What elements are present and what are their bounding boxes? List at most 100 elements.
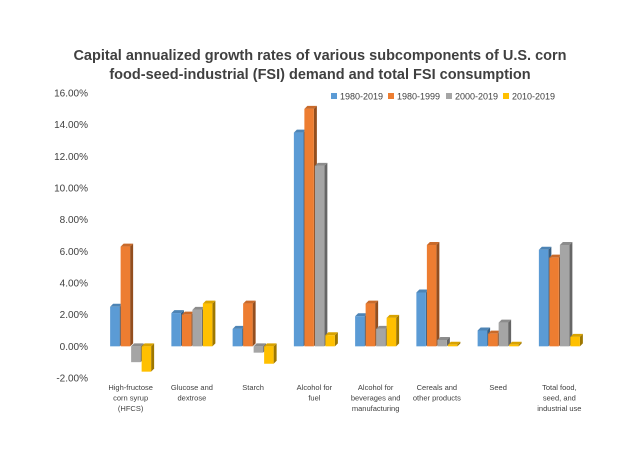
x-category-line: corn syrup <box>113 394 148 403</box>
bar-top <box>365 300 379 304</box>
x-category-line: Alcohol for <box>358 383 394 392</box>
bar-side <box>252 300 256 347</box>
bar-side <box>569 242 573 347</box>
bar-top <box>293 129 307 133</box>
bar <box>243 300 256 347</box>
y-tick-label: 14.00% <box>54 120 88 131</box>
bar-front <box>538 249 549 347</box>
x-category-line: (HFCS) <box>118 404 144 413</box>
bar-top <box>264 343 277 347</box>
bar-top <box>437 337 450 340</box>
bar-side <box>579 333 583 347</box>
y-tick-label: 6.00% <box>60 247 88 258</box>
bar-front <box>488 333 498 347</box>
x-category-line: Total food, <box>542 383 577 392</box>
bar-top <box>192 306 205 310</box>
bar <box>509 341 522 347</box>
y-tick-label: -2.00% <box>56 374 88 385</box>
bar-top <box>488 330 501 334</box>
bar-side <box>457 341 461 347</box>
bar-top <box>477 327 491 331</box>
legend-swatch <box>331 93 337 99</box>
bar-top <box>304 105 317 109</box>
bar-top <box>447 341 461 345</box>
legend-item: 2000-2019 <box>446 92 498 102</box>
bar-front <box>559 245 570 347</box>
bar-side <box>396 314 400 347</box>
bar-front <box>131 346 141 363</box>
bar <box>314 162 328 347</box>
bar-top <box>538 246 552 250</box>
bar-top <box>559 242 573 245</box>
y-axis: -2.00% 0.00% 2.00% 4.00% 6.00% 8.00% 10.00% 12.… <box>54 89 88 385</box>
legend-label: 1980-1999 <box>397 92 440 102</box>
x-category-label: High-fructose corn syrup (HFCS) <box>108 383 153 413</box>
bar-front <box>549 257 559 347</box>
x-category-line: High-fructose <box>108 383 153 392</box>
bar-front <box>232 328 243 347</box>
bar-front <box>202 303 213 347</box>
bar <box>559 242 573 347</box>
bar-side <box>508 319 512 347</box>
bar-top <box>171 310 184 314</box>
x-category-label: Seed <box>489 383 507 392</box>
bar-front <box>120 246 131 347</box>
bar-front <box>192 309 202 347</box>
bar-top <box>314 162 328 166</box>
bar-side <box>324 162 328 347</box>
y-tick-label: 10.00% <box>54 184 88 195</box>
bar-front <box>355 316 365 347</box>
bar <box>264 343 277 364</box>
bar-front <box>325 335 335 347</box>
bar <box>447 341 461 347</box>
y-tick-label: 0.00% <box>60 342 88 353</box>
bar-top <box>549 254 562 258</box>
bar-top <box>141 343 155 347</box>
bar-side <box>334 332 338 347</box>
bar-top <box>120 243 134 247</box>
x-category-line: dextrose <box>177 394 206 403</box>
bar <box>386 314 400 347</box>
bar <box>426 242 440 347</box>
x-category-line: beverages and <box>351 394 401 403</box>
bar-front <box>141 346 152 372</box>
x-category-line: seed, and <box>543 394 576 403</box>
legend-item: 1980-2019 <box>331 92 383 102</box>
bar-front <box>509 344 519 347</box>
bar-top <box>325 332 338 336</box>
bar-front <box>365 303 376 347</box>
bar-front <box>376 328 386 347</box>
x-category-line: fuel <box>308 394 320 403</box>
x-category-label: Total food, seed, and industrial use <box>537 383 581 413</box>
bar <box>325 332 338 347</box>
legend: 1980-2019 1980-1999 2000-2019 2010-2019 <box>331 92 555 102</box>
bar-side <box>130 243 134 347</box>
legend-label: 1980-2019 <box>340 92 383 102</box>
bar-front <box>477 330 488 347</box>
bar-side <box>518 341 522 347</box>
y-tick-label: 8.00% <box>60 215 88 226</box>
x-category-line: other products <box>413 394 461 403</box>
bar-front <box>264 346 274 364</box>
bars <box>110 105 583 372</box>
bar-front <box>416 292 426 347</box>
bar-top <box>416 289 429 293</box>
x-category-line: Alcohol for <box>297 383 333 392</box>
bar-side <box>151 343 155 372</box>
bar-front <box>110 306 120 347</box>
bar-top <box>376 325 389 329</box>
bar-front <box>447 344 458 347</box>
bar-top <box>253 343 267 347</box>
bar-front <box>426 245 437 347</box>
bar-top <box>232 325 246 329</box>
bar-top <box>202 300 216 304</box>
bar-front <box>386 317 397 347</box>
legend-item: 1980-1999 <box>388 92 440 102</box>
bar-top <box>386 314 400 318</box>
chart-title-line-1: Capital annualized growth rates of vario… <box>73 48 567 64</box>
bar-top <box>355 313 368 317</box>
bar-front <box>314 165 325 347</box>
x-category-line: Cereals and <box>417 383 457 392</box>
